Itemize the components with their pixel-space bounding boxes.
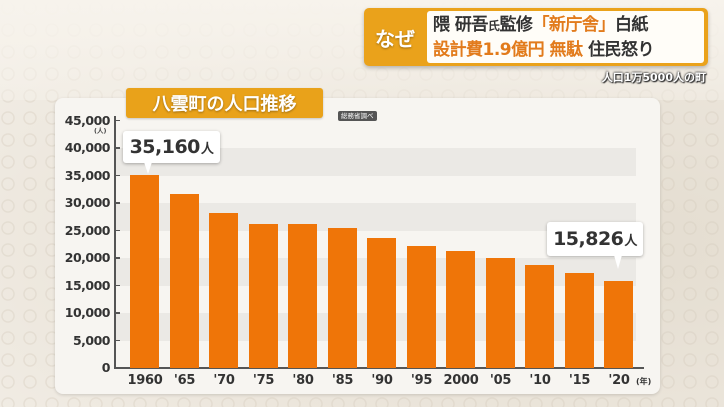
y-tick-label: 35,000 [64,167,111,183]
y-tick-label: 40,000 [64,140,111,155]
bar-10 [525,265,554,368]
bar-2000 [446,250,475,368]
x-tick-label: '85 [331,373,354,388]
headline-new-building: 「新庁舎」 [532,15,615,35]
headline-residents-angry: 住民怒り [582,40,655,60]
y-tick-label: 5,000 [72,332,111,348]
headline-line-1: 隈 研吾氏監修「新庁舎」白紙 [433,13,698,38]
x-axis [114,367,644,369]
headline-line-2: 設計費1.9億円 無駄 住民怒り [433,38,698,62]
bar-05 [485,258,515,368]
y-tick [114,174,120,177]
x-tick-label: '10 [529,373,551,388]
callout-pointer [614,255,622,269]
y-tick-label: 20,000 [64,250,111,265]
y-tick [114,147,120,149]
source-badge: 総務省調べ [338,111,377,121]
headline-supervision: 監修 [499,15,533,35]
x-tick-label: 2000 [443,373,479,388]
y-tick-label: 0 [101,360,111,375]
y-tick [114,202,120,204]
y-axis-unit: (人) [94,127,107,135]
bar-20 [604,280,633,368]
headline-architect: 隈 研吾 [433,15,488,35]
headline-scrapped: 白紙 [614,15,649,35]
headline-honorific: 氏 [487,19,500,33]
y-tick-label: 10,000 [64,305,111,320]
y-tick-label: 15,000 [64,277,111,293]
subcaption: 人口1万5000人の町 [601,71,706,84]
callout-pointer [144,162,152,174]
bar-65 [169,194,199,368]
y-tick [114,312,120,314]
headline-cost-wasted: 設計費1.9億円 無駄 [433,40,583,60]
y-tick [114,119,120,122]
y-tick-label: 45,000 [64,112,111,128]
chart-title: 八雲町の人口推移 [126,88,323,118]
x-axis-unit: (年) [636,377,652,386]
callout-1960: 35,160 人 [123,131,220,174]
bar-80 [288,223,317,368]
x-tick-label: 1960 [127,373,163,388]
x-tick-label: '05 [489,373,512,388]
bar-1960 [130,174,159,368]
bar-70 [209,212,238,368]
x-tick-label: '80 [292,373,314,388]
headline-tag: なぜ [375,26,415,51]
callout-2020-unit: 人 [624,233,637,249]
callout-1960-unit: 人 [200,141,214,157]
y-tick [114,257,120,259]
y-tick-label: 25,000 [64,222,111,238]
callout-2020: 15,826 人 [547,222,643,269]
y-tick-label: 30,000 [64,195,111,210]
y-tick [114,229,120,232]
x-tick-label: '95 [410,373,433,388]
x-tick-label: '70 [213,373,235,388]
y-tick [114,339,120,342]
bar-15 [564,272,594,368]
callout-1960-value: 35,160 [129,136,201,158]
headline-banner: なぜ 隈 研吾氏監修「新庁舎」白紙 設計費1.9億円 無駄 住民怒り [364,8,708,66]
y-tick [114,284,120,287]
bar-85 [327,227,357,368]
callout-2020-value: 15,826 [553,228,624,250]
bar-95 [406,245,436,368]
headline-text-box: 隈 研吾氏監修「新庁舎」白紙 設計費1.9億円 無駄 住民怒り [427,11,704,63]
y-tick [114,367,120,369]
bar-75 [248,223,278,368]
x-tick-label: '20 [608,373,630,388]
y-axis [114,116,116,369]
x-tick-label: '15 [568,373,591,388]
x-tick-label: '90 [371,373,393,388]
x-tick-label: '75 [252,373,275,388]
x-tick-label: '65 [173,373,196,388]
bar-90 [367,238,396,368]
